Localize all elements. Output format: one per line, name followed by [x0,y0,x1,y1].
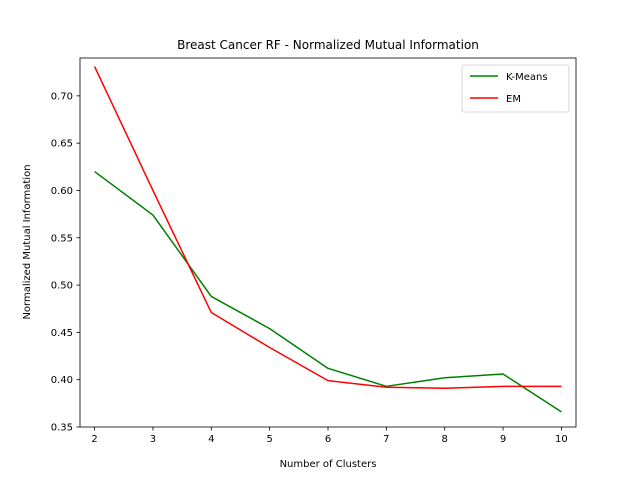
series-line-em [93,66,562,389]
y-tick-label: 0.60 [51,186,73,197]
chart-title: Breast Cancer RF - Normalized Mutual Inf… [177,38,479,52]
x-tick-label: 6 [325,434,331,445]
legend-label: K-Means [506,72,548,83]
legend: K-Means EM [461,64,570,113]
y-tick-label: 0.45 [51,328,73,339]
series-line-k-means [94,170,562,413]
y-tick-label: 0.65 [51,139,73,150]
x-tick-label: 3 [150,434,156,445]
x-tick-label: 5 [266,434,272,445]
plot-area: 2 3 4 5 6 7 8 9 10 0.35 0.40 0.45 0.50 0.55 0.60 0.65 0.… [51,57,577,445]
legend-label: EM [506,94,521,105]
x-tick-label: 9 [500,434,506,445]
x-axis-label: Number of Clusters [280,459,377,470]
y-tick-label: 0.55 [51,233,73,244]
x-tick-label: 2 [91,434,97,445]
y-tick-label: 0.35 [51,423,73,434]
y-tick-label: 0.70 [51,91,73,102]
x-tick-label: 10 [555,434,568,445]
x-tick-label: 7 [383,434,389,445]
y-axis-label: Normalized Mutual Information [22,164,33,319]
y-tick-label: 0.50 [51,281,73,292]
y-tick-label: 0.40 [51,375,73,386]
x-tick-label: 8 [442,434,448,445]
x-tick-label: 4 [208,434,214,445]
